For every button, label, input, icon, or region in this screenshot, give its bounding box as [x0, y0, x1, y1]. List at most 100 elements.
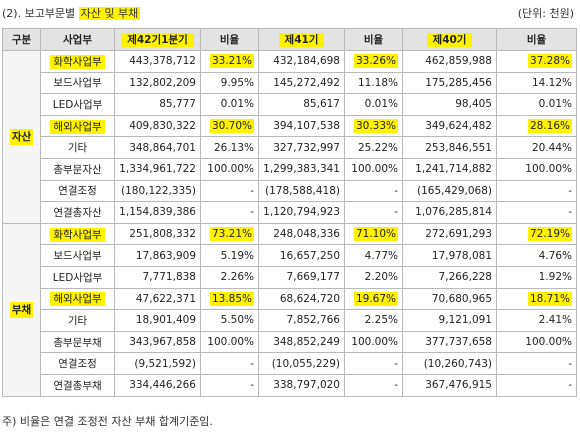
ratio-value: - — [394, 206, 398, 219]
ratio-value: 25.22% — [357, 141, 398, 154]
amount-cell: (10,260,743) — [402, 352, 497, 375]
ratio-value: 19.67% — [353, 291, 398, 306]
amount-cell: 7,771,838 — [114, 265, 201, 289]
header-cell: 비율 — [496, 28, 577, 51]
division-cell: 연결조정 — [40, 179, 115, 203]
amount-cell: 349,624,482 — [402, 114, 497, 138]
ratio-value: 33.21% — [209, 54, 254, 69]
ratio-cell: 100.00% — [496, 157, 577, 181]
ratio-value: 13.85% — [209, 291, 254, 306]
division-name: 연결조정 — [58, 185, 97, 198]
ratio-value: 100.00% — [207, 163, 254, 176]
amount-cell: 7,669,177 — [258, 265, 345, 289]
group-label: 자산 — [9, 129, 34, 146]
ratio-value: 5.50% — [220, 314, 254, 327]
table-row: 총부문부채 343,967,858 100.00% 348,852,249 100.00… — [3, 330, 577, 354]
ratio-value: - — [568, 379, 572, 392]
division-cell: 해외사업부 — [40, 114, 115, 138]
division-name: 해외사업부 — [50, 292, 105, 307]
ratio-value: - — [250, 206, 254, 219]
table-row: 총부문자산 1,334,961,722 100.00% 1,299,383,341 10… — [3, 157, 577, 181]
ratio-cell: 5.19% — [200, 244, 259, 267]
amount-cell: 1,120,794,923 — [258, 201, 345, 224]
amount-cell: 7,852,766 — [258, 309, 345, 332]
division-cell: 총부문부채 — [40, 330, 115, 354]
division-cell: 총부문자산 — [40, 157, 115, 181]
caption-highlight: 자산 및 부채 — [78, 7, 141, 20]
table-row: 연결총부채 334,446,266-338,797,020-367,476,915… — [3, 373, 577, 397]
ratio-cell: - — [496, 179, 577, 203]
ratio-value: 11.18% — [357, 76, 398, 89]
caption-prefix: (2). 보고부문별 — [2, 7, 79, 20]
division-name: 화학사업부 — [50, 227, 105, 242]
amount-cell: 1,299,383,341 — [258, 157, 345, 181]
division-name: 연결총부채 — [53, 379, 102, 392]
ratio-value: 20.44% — [531, 141, 572, 154]
header-label: 비율 — [363, 34, 384, 46]
table-row: 해외사업부 409,830,322 30.70% 394,107,538 30.33% 3… — [3, 114, 577, 138]
ratio-value: 18.71% — [527, 291, 572, 306]
ratio-value: - — [394, 379, 398, 392]
ratio-cell: 73.21% — [200, 222, 259, 246]
ratio-cell: 28.16% — [496, 114, 577, 138]
ratio-value: - — [568, 184, 572, 197]
ratio-value: 9.95% — [220, 76, 254, 89]
table-body: 자산 화학사업부 443,378,712 33.21% 432,184,698 33.26… — [2, 50, 577, 397]
ratio-cell: - — [344, 179, 403, 203]
amount-cell: 334,446,266 — [114, 373, 201, 397]
ratio-value: 100.00% — [207, 336, 254, 349]
ratio-cell: 100.00% — [344, 330, 403, 354]
ratio-value: 30.33% — [353, 119, 398, 134]
ratio-value: - — [394, 357, 398, 370]
header-label: 구분 — [11, 34, 32, 46]
ratio-cell: 0.01% — [344, 93, 403, 116]
ratio-cell: - — [344, 201, 403, 224]
ratio-cell: 18.71% — [496, 287, 577, 311]
amount-cell: 18,901,409 — [114, 309, 201, 332]
ratio-cell: - — [200, 352, 259, 375]
amount-cell: (9,521,592) — [114, 352, 201, 375]
division-cell: 해외사업부 — [40, 287, 115, 311]
ratio-cell: 11.18% — [344, 71, 403, 95]
ratio-value: 37.28% — [527, 54, 572, 69]
table-row: 부채 화학사업부 251,808,332 73.21% 248,048,336 71.10… — [2, 222, 577, 397]
table-row: 보드사업부 132,802,209 9.95% 145,272,492 11.18% 17… — [3, 71, 577, 95]
ratio-cell: 19.67% — [344, 287, 403, 311]
amount-cell: 348,852,249 — [258, 330, 345, 354]
table-row: 기타 348,864,701 26.13% 327,732,997 25.22% 253,… — [3, 136, 577, 159]
ratio-cell: 71.10% — [344, 222, 403, 246]
ratio-cell: - — [496, 373, 577, 397]
amount-cell: 85,777 — [114, 93, 201, 116]
ratio-cell: - — [200, 373, 259, 397]
ratio-cell: 100.00% — [344, 157, 403, 181]
ratio-cell: 0.01% — [496, 93, 577, 116]
amount-cell: (10,055,229) — [258, 352, 345, 375]
header-label: 제41기 — [278, 33, 325, 47]
ratio-value: 71.10% — [353, 227, 398, 242]
amount-cell: (180,122,335) — [114, 179, 201, 203]
ratio-cell: - — [496, 352, 577, 375]
amount-cell: 47,622,371 — [114, 287, 201, 311]
amount-cell: 432,184,698 — [258, 50, 345, 73]
ratio-value: 14.12% — [531, 76, 572, 89]
ratio-cell: 20.44% — [496, 136, 577, 159]
ratio-cell: 13.85% — [200, 287, 259, 311]
table-caption: (2). 보고부문별 자산 및 부채 — [2, 4, 141, 24]
header-cell: 사업부 — [40, 28, 115, 51]
ratio-value: - — [394, 184, 398, 197]
division-name: 보드사업부 — [53, 250, 102, 263]
amount-cell: 251,808,332 — [114, 222, 201, 246]
ratio-cell: 9.95% — [200, 71, 259, 95]
division-cell: 기타 — [40, 136, 115, 159]
ratio-cell: 33.21% — [200, 50, 259, 73]
amount-cell: 1,334,961,722 — [114, 157, 201, 181]
header-cell: 제41기 — [258, 28, 345, 51]
ratio-cell: 5.50% — [200, 309, 259, 332]
division-cell: 보드사업부 — [40, 244, 115, 267]
amount-cell: 272,691,293 — [402, 222, 497, 246]
ratio-cell: 2.26% — [200, 265, 259, 289]
header-cell: 비율 — [344, 28, 403, 51]
ratio-value: 0.01% — [220, 98, 254, 111]
division-name: 총부문부채 — [53, 336, 102, 349]
table-row: 보드사업부 17,863,909 5.19% 16,657,250 4.77% 17,97… — [3, 244, 577, 267]
